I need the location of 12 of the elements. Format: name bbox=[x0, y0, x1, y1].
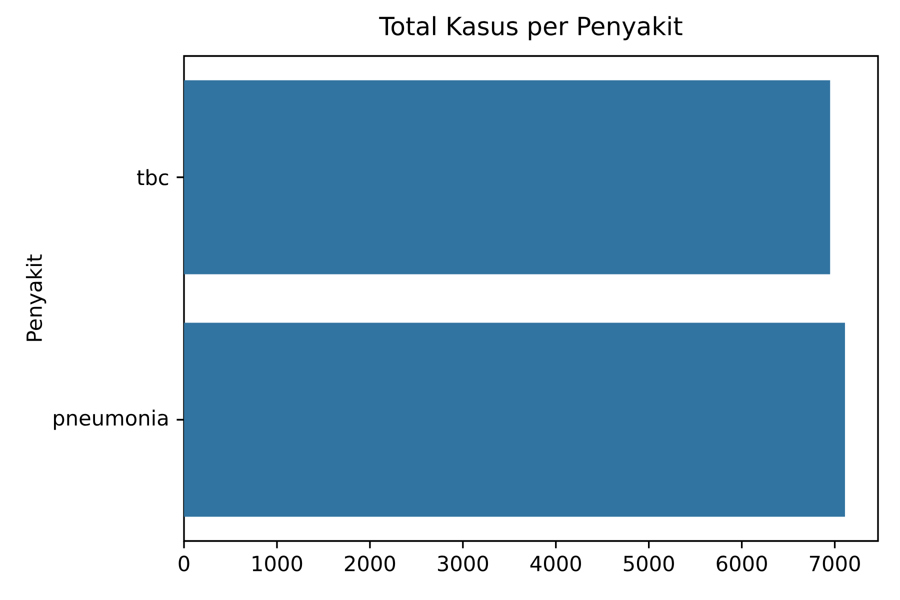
x-tick-label: 0 bbox=[178, 556, 190, 572]
x-tick-label: 1000 bbox=[252, 556, 302, 572]
y-tick-label: pneumonia bbox=[54, 410, 168, 430]
y-tick-label: tbc bbox=[137, 169, 168, 186]
x-tick-label: 4000 bbox=[530, 556, 581, 572]
x-tick-label: 3000 bbox=[438, 556, 488, 572]
x-tick-label: 7000 bbox=[810, 556, 860, 572]
chart-title: Total Kasus per Penyakit bbox=[379, 16, 682, 40]
x-tick-label: 6000 bbox=[716, 556, 767, 572]
y-axis-title: Penyakit bbox=[26, 254, 46, 341]
x-tick-label: 5000 bbox=[624, 556, 674, 572]
x-tick-label: 2000 bbox=[344, 556, 396, 572]
